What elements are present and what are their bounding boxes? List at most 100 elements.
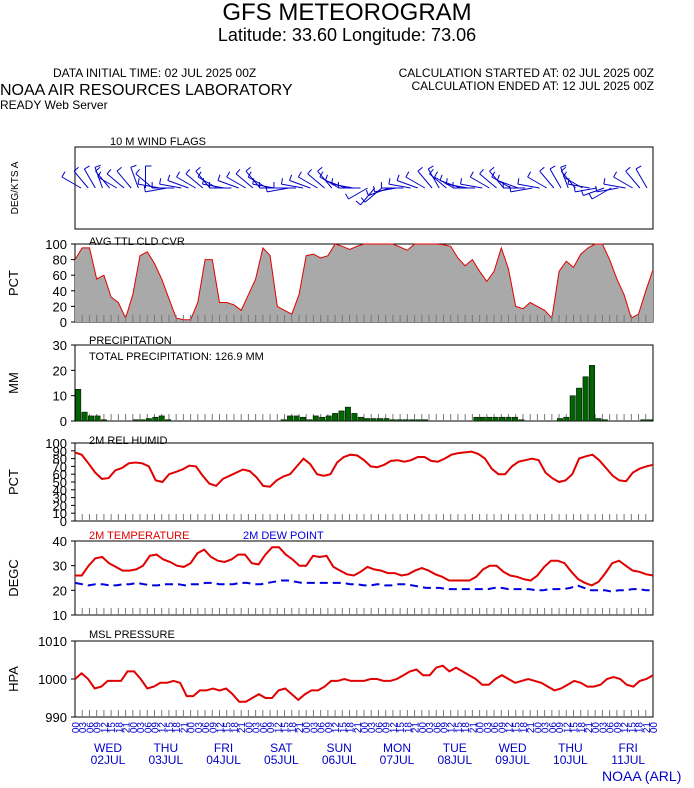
pressure-line [74,664,654,703]
ytick-label-cloud: 60 [53,268,67,283]
wind-flag [265,185,268,192]
xtick-dow: SAT [270,741,293,755]
precip-bar [492,416,499,422]
wind-barb [176,176,196,189]
wind-barb [252,183,275,189]
wind-flag [549,165,556,170]
wind-flag [613,171,618,178]
wind-flag [247,171,252,178]
wind-flag [167,174,171,181]
cloud-line [74,243,654,321]
temperature-line [75,546,654,587]
ytick-label-temp: 10 [53,608,67,623]
wind-flag [527,171,532,178]
ytick-label-cloud: 80 [53,253,67,268]
xtick-date: 02JUL [91,753,126,767]
xtick-hour: 15 [396,722,407,734]
precip-bar [325,415,332,422]
xtick-hour: 00 [476,722,487,734]
wind-flag [417,166,423,172]
xtick-dow: TUE [443,741,467,755]
wind-barb [331,183,354,189]
wind-flag [331,178,334,185]
precip-bar [338,410,345,422]
precip-bar [133,419,139,422]
xtick-hour: 09 [439,722,450,734]
ytick-label-rh: 100 [45,436,67,451]
xtick-hour: 12 [505,722,516,734]
wind-barb [73,170,89,189]
wind-barb [167,180,189,189]
wind-flag [427,165,434,170]
ytick-label-rh: 40 [53,483,67,498]
panel-title-dewpoint: 2M DEW POINT [243,530,324,542]
wind-flag [289,174,293,181]
xtick-hour: 00 [129,722,140,734]
precip-bar [139,419,146,422]
wind-flag [388,178,391,185]
wind-barb [83,168,96,189]
precip-bar [300,416,306,422]
data-initial-time: DATA INITIAL TIME: 02 JUL 2025 00Z [53,66,257,80]
wind-flag [252,178,255,185]
wind-flag [159,178,162,185]
precip-bar [415,419,422,422]
panel-title-temp: 2M TEMPERATURE [89,530,189,542]
xtick-hour: 15 [454,722,465,734]
xtick-hour: 15 [570,722,581,734]
wind-barb [319,176,340,189]
xtick-hour: 06 [259,722,270,734]
precip-bar [377,418,383,422]
xtick-date: 04JUL [206,753,241,767]
wind-barb [434,176,454,189]
wind-flag [396,174,400,181]
wind-barb [396,180,418,189]
xtick-dow: FRI [214,741,233,755]
precip-bar [601,419,608,422]
precip-bar [383,418,390,422]
xtick-hour: 12 [100,722,111,734]
precip-bar [152,416,159,422]
wind-flag [360,197,366,203]
xtick-hour: 03 [136,722,147,734]
precip-bar [351,413,358,422]
ytick-label-rh: 60 [53,467,67,482]
xtick-hour: 03 [483,722,494,734]
xtick-dow: FRI [619,741,638,755]
precip-bar [287,415,294,422]
xtick-hour: 09 [266,722,277,734]
xtick-date: 05JUL [264,753,299,767]
wind-flag [405,171,410,178]
ylabel-pressure: HPA [6,666,21,692]
ytick-label-pressure: 990 [45,710,67,725]
xtick-hour: 09 [555,722,566,734]
precip-bar [473,416,480,422]
wind-barb [575,187,597,193]
xtick-hour: 03 [78,722,89,734]
xtick-hour: 00 [187,722,198,734]
precip-bar [389,419,396,422]
xtick-hour: 18 [577,722,588,734]
precip-bar [479,416,486,422]
wind-barb [479,173,497,189]
xtick-hour: 03 [309,722,320,734]
xtick-hour: 00 [533,722,544,734]
xtick-dow: THU [558,741,583,755]
xtick-hour: 18 [230,722,241,734]
xtick-dow: THU [153,741,178,755]
xtick-hour: 09 [208,722,219,734]
xtick-hour: 12 [389,722,400,734]
wind-flag [84,165,90,170]
ytick-label-temp: 40 [53,534,67,549]
wind-flag [445,178,448,185]
xtick-date: 03JUL [148,753,183,767]
ytick-label-cloud: 20 [53,299,67,314]
wind-barb [497,180,519,189]
xtick-hour: 06 [490,722,501,734]
wind-barb [267,187,289,193]
precip-bar [75,389,82,422]
wind-barb [388,183,411,189]
precip-bar [511,416,518,422]
wind-barb [417,170,433,189]
wind-barb [116,170,132,189]
